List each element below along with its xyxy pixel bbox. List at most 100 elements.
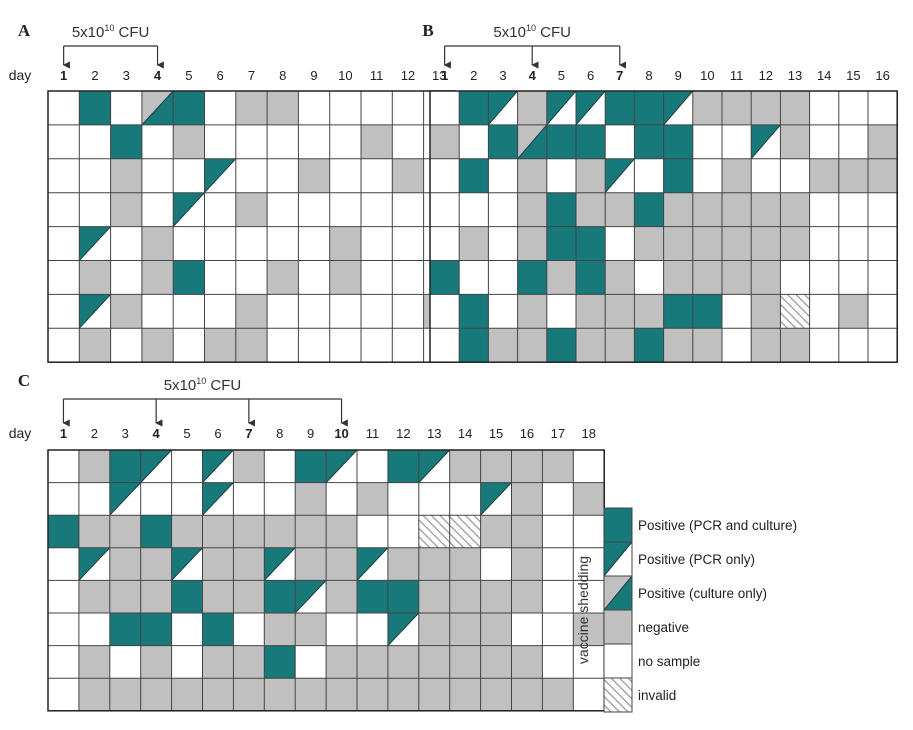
cell-negative: [449, 645, 481, 679]
cell-negative: [868, 158, 898, 193]
cell-negative: [78, 450, 110, 483]
cell-no-sample: [573, 450, 605, 483]
cell-negative: [264, 678, 296, 711]
cell-negative: [418, 580, 450, 613]
cell-negative: [357, 482, 388, 516]
cell-negative: [110, 192, 142, 227]
cell-diagonal: [750, 124, 781, 160]
cell-no-sample: [387, 515, 419, 548]
cell-negative: [449, 678, 481, 711]
cell-positive-pcr-culture: [604, 508, 632, 542]
cell-negative: [233, 547, 265, 581]
cell-negative: [838, 158, 868, 193]
cell-negative: [202, 515, 234, 548]
cell-no-sample: [546, 294, 576, 329]
legend-label: Positive (PCR and culture): [638, 518, 797, 533]
cell-no-sample: [809, 294, 839, 329]
cell-positive-pcr-culture: [517, 260, 547, 295]
cell-negative: [235, 294, 268, 329]
cell-no-sample: [267, 124, 299, 159]
cell-no-sample: [235, 226, 268, 261]
cell-no-sample: [809, 192, 839, 227]
cell-diagonal: [78, 547, 111, 581]
cell-no-sample: [171, 645, 203, 679]
cell-negative: [692, 328, 722, 363]
day-tick-label: 3: [499, 68, 506, 83]
cell-no-sample: [326, 613, 357, 646]
cell-negative: [235, 192, 268, 227]
cell-no-sample: [430, 294, 460, 329]
cell-negative: [511, 547, 543, 581]
cell-invalid: [449, 515, 481, 548]
grid-lines: [47, 449, 605, 712]
cell-negative: [751, 260, 781, 295]
cell-negative: [838, 294, 868, 329]
cell-positive-pcr-culture: [634, 192, 664, 227]
cell-negative: [546, 260, 576, 295]
cell-no-sample: [235, 158, 268, 193]
cell-negative: [751, 294, 781, 329]
cell-no-sample: [48, 294, 80, 329]
cell-no-sample: [48, 645, 79, 679]
cell-no-sample: [838, 260, 868, 295]
cell-no-sample: [329, 91, 361, 125]
cell-no-sample: [809, 226, 839, 261]
day-tick-label: 14: [817, 68, 831, 83]
cell-no-sample: [809, 260, 839, 295]
cell-no-sample: [298, 124, 330, 159]
cell-no-sample: [329, 192, 361, 227]
cell-no-sample: [809, 124, 839, 159]
cell-no-sample: [430, 91, 460, 125]
dose-unit: CFU: [536, 24, 571, 41]
cell-negative: [204, 328, 236, 363]
cell-positive-pcr-culture: [109, 450, 141, 483]
cell-no-sample: [634, 260, 664, 295]
legend-label: Positive (culture only): [638, 586, 767, 601]
cell-negative: [264, 515, 296, 548]
day-tick-label: 14: [458, 426, 472, 441]
cell-positive-pcr-culture: [140, 613, 172, 646]
cell-no-sample: [171, 450, 203, 483]
cell-negative: [692, 192, 722, 227]
cell-no-sample: [110, 328, 142, 363]
cell-diagonal: [604, 158, 635, 194]
cell-negative: [517, 91, 547, 125]
day-tick-label: 16: [875, 68, 889, 83]
cell-negative: [449, 450, 481, 483]
cell-positive-pcr-culture: [430, 260, 460, 295]
day-axis-label: day: [9, 425, 32, 441]
cell-no-sample: [692, 158, 722, 193]
day-tick-label: 5: [185, 68, 192, 83]
dose-base: 5x10: [164, 377, 197, 394]
cell-no-sample: [48, 450, 79, 483]
day-tick-label: 8: [645, 68, 652, 83]
dose-unit: CFU: [114, 24, 149, 41]
cell-no-sample: [392, 294, 424, 329]
legend: Positive (PCR and culture) Positive (PCR …: [575, 507, 797, 713]
cell-negative: [79, 260, 111, 295]
cell-negative: [78, 580, 110, 613]
cell-negative: [780, 328, 810, 363]
cell-no-sample: [329, 328, 361, 363]
cell-no-sample: [48, 328, 80, 363]
cell-no-sample: [868, 192, 898, 227]
dose-label: 5x1010 CFU: [72, 23, 150, 41]
dose-bracket: 5x1010 CFU: [443, 23, 627, 69]
cell-diagonal: [356, 547, 389, 581]
cell-negative: [868, 124, 898, 159]
cell-no-sample: [204, 124, 236, 159]
cell-negative: [692, 91, 722, 125]
panel-letter: C: [18, 371, 30, 390]
cell-no-sample: [48, 192, 80, 227]
cell-negative: [387, 547, 419, 581]
cell-negative: [480, 645, 512, 679]
cell-negative: [751, 226, 781, 261]
cell-no-sample: [48, 678, 79, 711]
dose-label: 5x1010 CFU: [164, 376, 242, 394]
cell-negative: [751, 328, 781, 363]
cell-no-sample: [809, 328, 839, 363]
cell-no-sample: [392, 226, 424, 261]
cell-diagonal: [325, 449, 358, 483]
cell-no-sample: [298, 294, 330, 329]
